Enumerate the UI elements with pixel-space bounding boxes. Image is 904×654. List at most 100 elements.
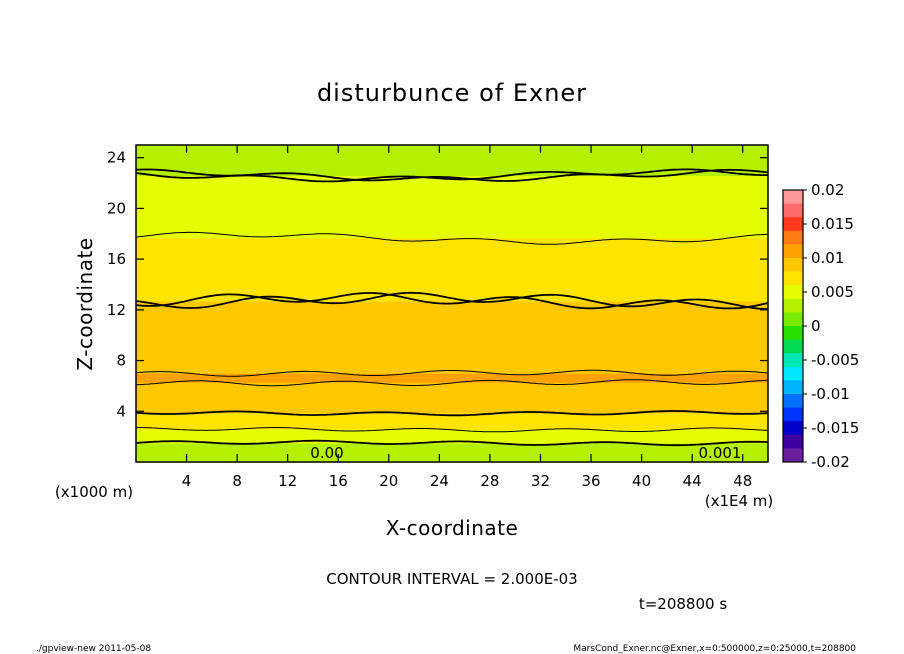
field-strip: [136, 147, 768, 150]
x-tick-label: 16: [329, 472, 348, 490]
field-strip: [136, 344, 768, 346]
x-axis-label: X-coordinate: [386, 516, 519, 540]
field-strip: [136, 203, 768, 206]
field-strip: [136, 262, 768, 265]
field-strip: [136, 218, 768, 221]
contour-line: [135, 426, 769, 433]
field-strip: [136, 365, 768, 368]
colorbar-band: [783, 448, 803, 463]
field-strip: [136, 191, 768, 194]
field-strip: [136, 439, 768, 442]
x-ticks: 4 8 12 16 20 24 28 32 36 40 44 48: [182, 145, 752, 490]
y-unit-label: (x1000 m): [55, 483, 133, 501]
field-strip: [136, 316, 768, 319]
field-strip: [136, 221, 768, 223]
colorbar-band: [783, 326, 803, 341]
field-strip: [136, 309, 768, 312]
field-strip: [136, 180, 768, 183]
field-strip: [136, 370, 768, 373]
field-strip: [136, 392, 768, 395]
field-strip: [136, 157, 768, 160]
contour-line: [135, 369, 769, 377]
field-strip: [136, 308, 768, 311]
field-strip: [136, 407, 768, 410]
field-strip: [136, 281, 768, 284]
field-strip: [136, 322, 768, 325]
field-strip: [136, 164, 768, 166]
field-strip: [136, 270, 768, 273]
field-strip: [136, 219, 768, 222]
field-strip: [136, 256, 768, 259]
footer-left: ./gpview-new 2011-05-08: [36, 644, 151, 654]
field-strip: [136, 354, 768, 357]
field-strip: [136, 293, 768, 296]
field-strip: [136, 399, 768, 402]
field-strip: [136, 384, 768, 387]
x-unit-label: (x1E4 m): [705, 492, 774, 510]
colorbar-band: [783, 230, 803, 245]
x-tick-label: 8: [232, 472, 242, 490]
field-strip: [136, 268, 768, 270]
field-strip: [136, 294, 768, 297]
field-strip: [136, 222, 768, 225]
field-strip: [136, 145, 768, 147]
field-strip: [136, 319, 768, 322]
field-strip: [136, 425, 768, 428]
field-strip: [136, 228, 768, 231]
field-strip: [136, 254, 768, 256]
field-strip: [136, 398, 768, 401]
field-strip: [136, 323, 768, 326]
field-strip: [136, 299, 768, 302]
field-strip: [136, 179, 768, 182]
y-tick-label: 12: [107, 301, 126, 319]
colorbar-band: [783, 244, 803, 259]
field-strip: [136, 336, 768, 339]
field-strip: [136, 196, 768, 199]
field-strip: [136, 378, 768, 381]
field-strip: [136, 198, 768, 201]
field-strip: [136, 420, 768, 423]
field-strip: [136, 385, 768, 388]
colorbar-band: [783, 394, 803, 409]
field-strip: [136, 166, 768, 169]
field-strip: [136, 313, 768, 316]
field-strip: [136, 459, 768, 462]
field-strip: [136, 232, 768, 235]
field-strip: [136, 345, 768, 348]
field-strip: [136, 224, 768, 227]
field-strip: [136, 285, 768, 288]
field-strip: [136, 223, 768, 226]
field-strip: [136, 355, 768, 358]
field-strip: [136, 349, 768, 352]
field-strip: [136, 356, 768, 359]
plot-frame: [135, 144, 769, 463]
field-strip: [136, 288, 768, 291]
field-strip: [136, 235, 768, 237]
field-strip: [136, 363, 768, 365]
field-strip: [136, 341, 768, 344]
colorbar-tick-label: -0.02: [811, 453, 850, 471]
field-strip: [136, 426, 768, 429]
field-strip: [136, 273, 768, 275]
field-strip: [136, 401, 768, 404]
field-strip: [136, 390, 768, 393]
colorbar-band: [783, 353, 803, 368]
field-strip: [136, 241, 768, 244]
field-strip: [136, 350, 768, 353]
x-tick-label: 12: [278, 472, 297, 490]
field-strip: [136, 195, 768, 198]
field-strip: [136, 358, 768, 360]
x-tick-label: 20: [379, 472, 398, 490]
field-strip: [136, 333, 768, 336]
field-strip: [136, 337, 768, 340]
field-strip: [136, 351, 768, 354]
field-strip: [136, 284, 768, 287]
field-strip: [136, 242, 768, 245]
field-strip: [136, 298, 768, 301]
field-strip: [136, 208, 768, 211]
field-strip: [136, 450, 768, 453]
field-strip: [136, 265, 768, 268]
field-strip: [136, 251, 768, 254]
field-strip: [136, 289, 768, 292]
field-strip: [136, 434, 768, 436]
